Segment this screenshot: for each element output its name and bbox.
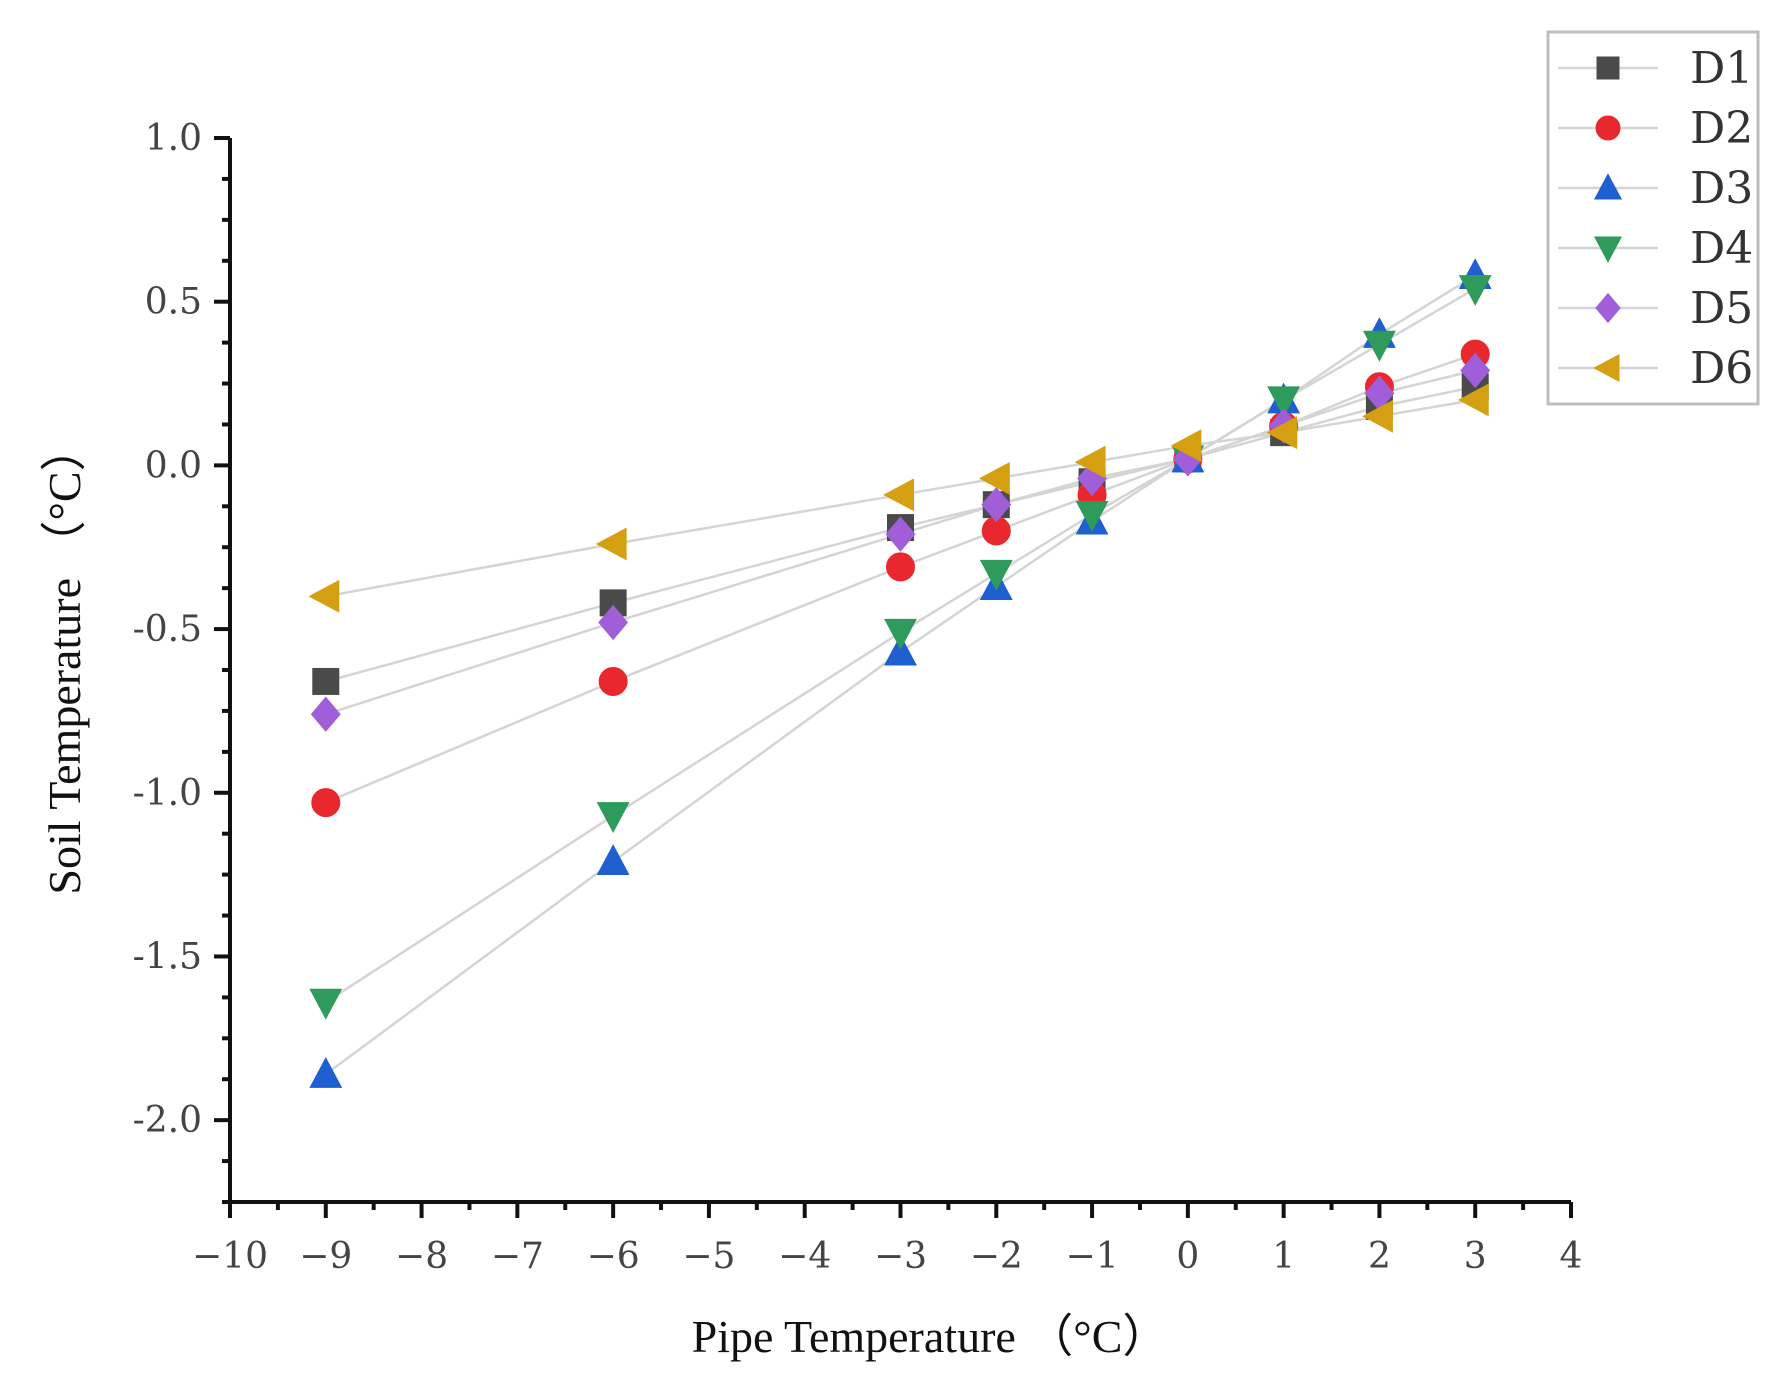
data-point-d4-3 — [979, 559, 1013, 591]
x-tick-label: −9 — [299, 1236, 352, 1277]
y-tick-label: -0.5 — [133, 609, 202, 650]
legend-marker-d6 — [1593, 353, 1620, 383]
legend-label-d5: D5 — [1690, 283, 1753, 334]
axes — [228, 138, 1571, 1204]
data-point-d6-3 — [978, 462, 1010, 495]
x-tick-label: −6 — [587, 1236, 640, 1277]
data-point-d5-1 — [598, 604, 629, 641]
x-tick-label: 4 — [1560, 1236, 1583, 1277]
data-point-d6-2 — [883, 478, 914, 512]
x-tick-label: −5 — [682, 1236, 735, 1277]
legend-marker-d5 — [1595, 292, 1621, 324]
x-tick-label: 3 — [1464, 1236, 1487, 1277]
y-tick-label: -1.0 — [133, 773, 202, 814]
legend: D1 D2 D3 D4 D5 D6 — [1546, 30, 1760, 406]
ticks: −10 −9 −8 −7 −6 −5 −4 −3 −2 −1 0 1 2 3 41.00.50.0-0.5-… — [133, 118, 1583, 1277]
data-point-d6-7 — [1362, 399, 1393, 433]
x-tick-label: 0 — [1176, 1236, 1199, 1277]
data-point-d4-4 — [1075, 500, 1109, 532]
data-point-d6-4 — [1074, 445, 1106, 479]
x-tick-label: −7 — [491, 1236, 544, 1277]
x-tick-label: −10 — [192, 1236, 268, 1277]
legend-label-d4: D4 — [1690, 223, 1753, 274]
x-tick-label: −2 — [970, 1236, 1023, 1277]
series-line-d3 — [325, 274, 1476, 1076]
data-point-d6-8 — [1457, 383, 1489, 417]
data-point-d6-6 — [1266, 416, 1298, 450]
y-tick-label: 0.5 — [145, 282, 202, 323]
data-point-d6-1 — [595, 527, 627, 561]
data-point-d3-0 — [309, 1057, 343, 1088]
x-tick-label: −1 — [1066, 1236, 1119, 1277]
y-tick-label: -2.0 — [133, 1100, 202, 1141]
data-point-d4-1 — [596, 802, 630, 833]
y-tick-label: 0.0 — [145, 445, 202, 486]
x-tick-label: 1 — [1272, 1236, 1295, 1277]
data-point-d4-8 — [1458, 275, 1492, 306]
data-point-d4-7 — [1362, 330, 1396, 362]
legend-marker-d4 — [1593, 236, 1623, 263]
data-point-d6-5 — [1170, 429, 1202, 463]
data-point-d5-8 — [1460, 352, 1491, 389]
legend-marker-d2 — [1595, 115, 1621, 141]
data-point-d4-0 — [309, 988, 343, 1020]
x-tick-label: −4 — [778, 1236, 831, 1277]
data-point-d1-0 — [312, 667, 340, 695]
legend-box — [1546, 30, 1760, 406]
data-point-d5-0 — [310, 696, 341, 732]
y-tick-label: -1.5 — [133, 936, 202, 977]
data-point-d2-1 — [598, 666, 628, 696]
data-point-d4-2 — [884, 618, 917, 650]
x-tick-label: 2 — [1368, 1236, 1391, 1277]
data-point-d4-6 — [1267, 386, 1301, 418]
data-point-d2-0 — [311, 788, 341, 818]
y-axis-title: Soil Temperature （°C） — [39, 425, 90, 894]
x-tick-label: −8 — [395, 1236, 448, 1277]
legend-marker-d1 — [1596, 56, 1620, 80]
x-axis-title: Pipe Temperature （°C） — [692, 1311, 1169, 1362]
x-tick-label: −3 — [874, 1236, 927, 1277]
legend-marker-d3 — [1593, 173, 1623, 200]
legend-label-d6: D6 — [1690, 343, 1753, 394]
legend-label-d3: D3 — [1690, 163, 1753, 214]
data-point-d2-2 — [886, 552, 915, 582]
data-point-d6-0 — [308, 579, 340, 613]
series-layer — [308, 258, 1492, 1088]
data-point-d3-1 — [596, 844, 630, 876]
data-point-d3-2 — [884, 634, 917, 666]
legend-label-d2: D2 — [1690, 103, 1753, 154]
data-point-d5-2 — [885, 516, 916, 552]
legend-label-d1: D1 — [1690, 43, 1753, 94]
y-tick-label: 1.0 — [145, 118, 202, 159]
data-point-d5-3 — [981, 486, 1012, 523]
